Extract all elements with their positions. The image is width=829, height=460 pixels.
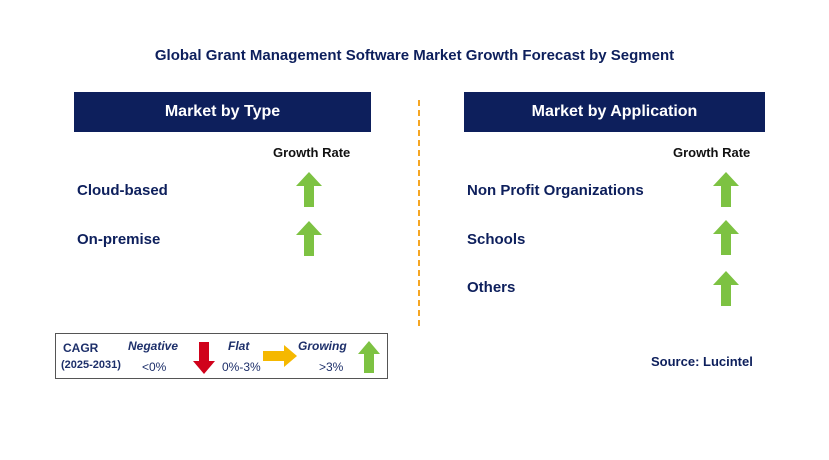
growing-arrow-icon bbox=[296, 221, 322, 256]
growing-arrow-icon bbox=[713, 271, 739, 306]
type-row-label-cloud-based: Cloud-based bbox=[77, 182, 168, 199]
source-note: Source: Lucintel bbox=[651, 354, 753, 369]
legend-flat-label: Flat bbox=[228, 339, 250, 353]
right-growth-rate-header: Growth Rate bbox=[673, 145, 751, 160]
legend-negative-label: Negative bbox=[128, 339, 179, 353]
legend-flat-range: 0%-3% bbox=[222, 360, 261, 374]
type-row-label-on-premise: On-premise bbox=[77, 231, 161, 248]
left-growth-rate-header: Growth Rate bbox=[273, 145, 351, 160]
growing-arrow-icon bbox=[358, 341, 380, 373]
growing-arrow-icon bbox=[296, 172, 322, 207]
negative-arrow-icon bbox=[193, 342, 215, 374]
legend-negative-range: <0% bbox=[142, 360, 167, 374]
chart-title: Global Grant Management Software Market … bbox=[154, 47, 675, 64]
legend-cagr-label: CAGR bbox=[63, 341, 99, 355]
legend-growing-range: >3% bbox=[319, 360, 344, 374]
application-row-label-others: Others bbox=[467, 279, 516, 296]
flat-arrow-icon bbox=[263, 345, 297, 367]
cagr-legend: CAGR (2025-2031) Negative <0% Flat 0%-3%… bbox=[55, 333, 388, 379]
panel-divider bbox=[418, 100, 420, 326]
legend-growing-label: Growing bbox=[298, 339, 347, 353]
application-row-label-schools: Schools bbox=[467, 231, 526, 248]
application-row-label-non-profit: Non Profit Organizations bbox=[467, 182, 644, 199]
growing-arrow-icon bbox=[713, 220, 739, 255]
market-by-type-header: Market by Type bbox=[74, 92, 371, 132]
growing-arrow-icon bbox=[713, 172, 739, 207]
market-by-application-header: Market by Application bbox=[464, 92, 765, 132]
legend-period: (2025-2031) bbox=[61, 359, 121, 371]
